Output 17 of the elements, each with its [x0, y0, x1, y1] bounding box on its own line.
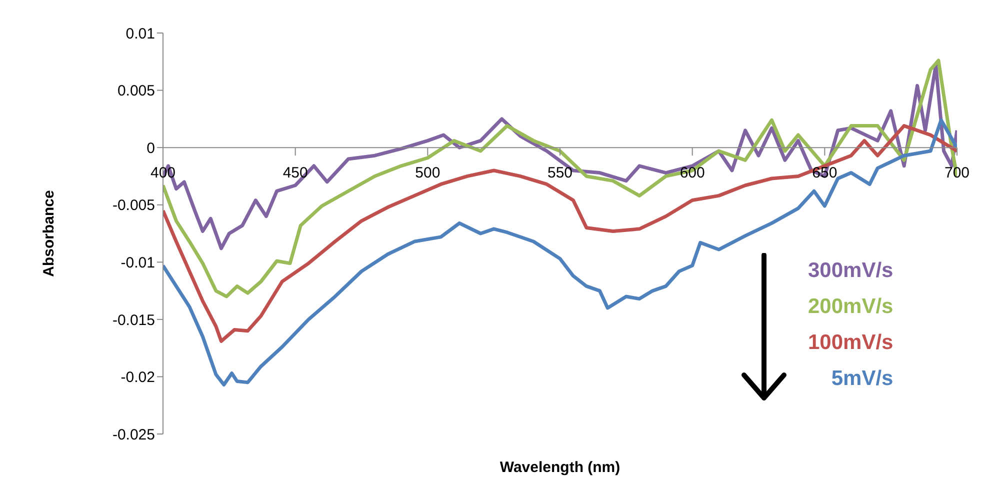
text: 300mV/s: [808, 258, 894, 284]
text: 5mV/s: [831, 366, 894, 392]
y-tick-label: -0.02: [120, 369, 155, 386]
y-tick-label: -0.025: [112, 426, 155, 444]
x-tick-label: 500: [415, 164, 440, 182]
text: 100mV/s: [808, 330, 894, 356]
y-tick-label: -0.015: [112, 312, 155, 329]
y-tick-label: 0.005: [117, 82, 155, 100]
y-tick-label: -0.005: [112, 197, 155, 214]
y-tick-label: 0.01: [126, 25, 155, 42]
x-tick-label: 700: [944, 164, 970, 182]
y-axis-title: Absorbance: [40, 190, 58, 277]
x-tick-label: 550: [547, 164, 573, 182]
text: 200mV/s: [808, 294, 894, 320]
y-tick-label: -0.01: [120, 254, 155, 272]
x-axis-title: Wavelength (nm): [500, 459, 620, 476]
y-tick-label: 0: [146, 140, 155, 157]
